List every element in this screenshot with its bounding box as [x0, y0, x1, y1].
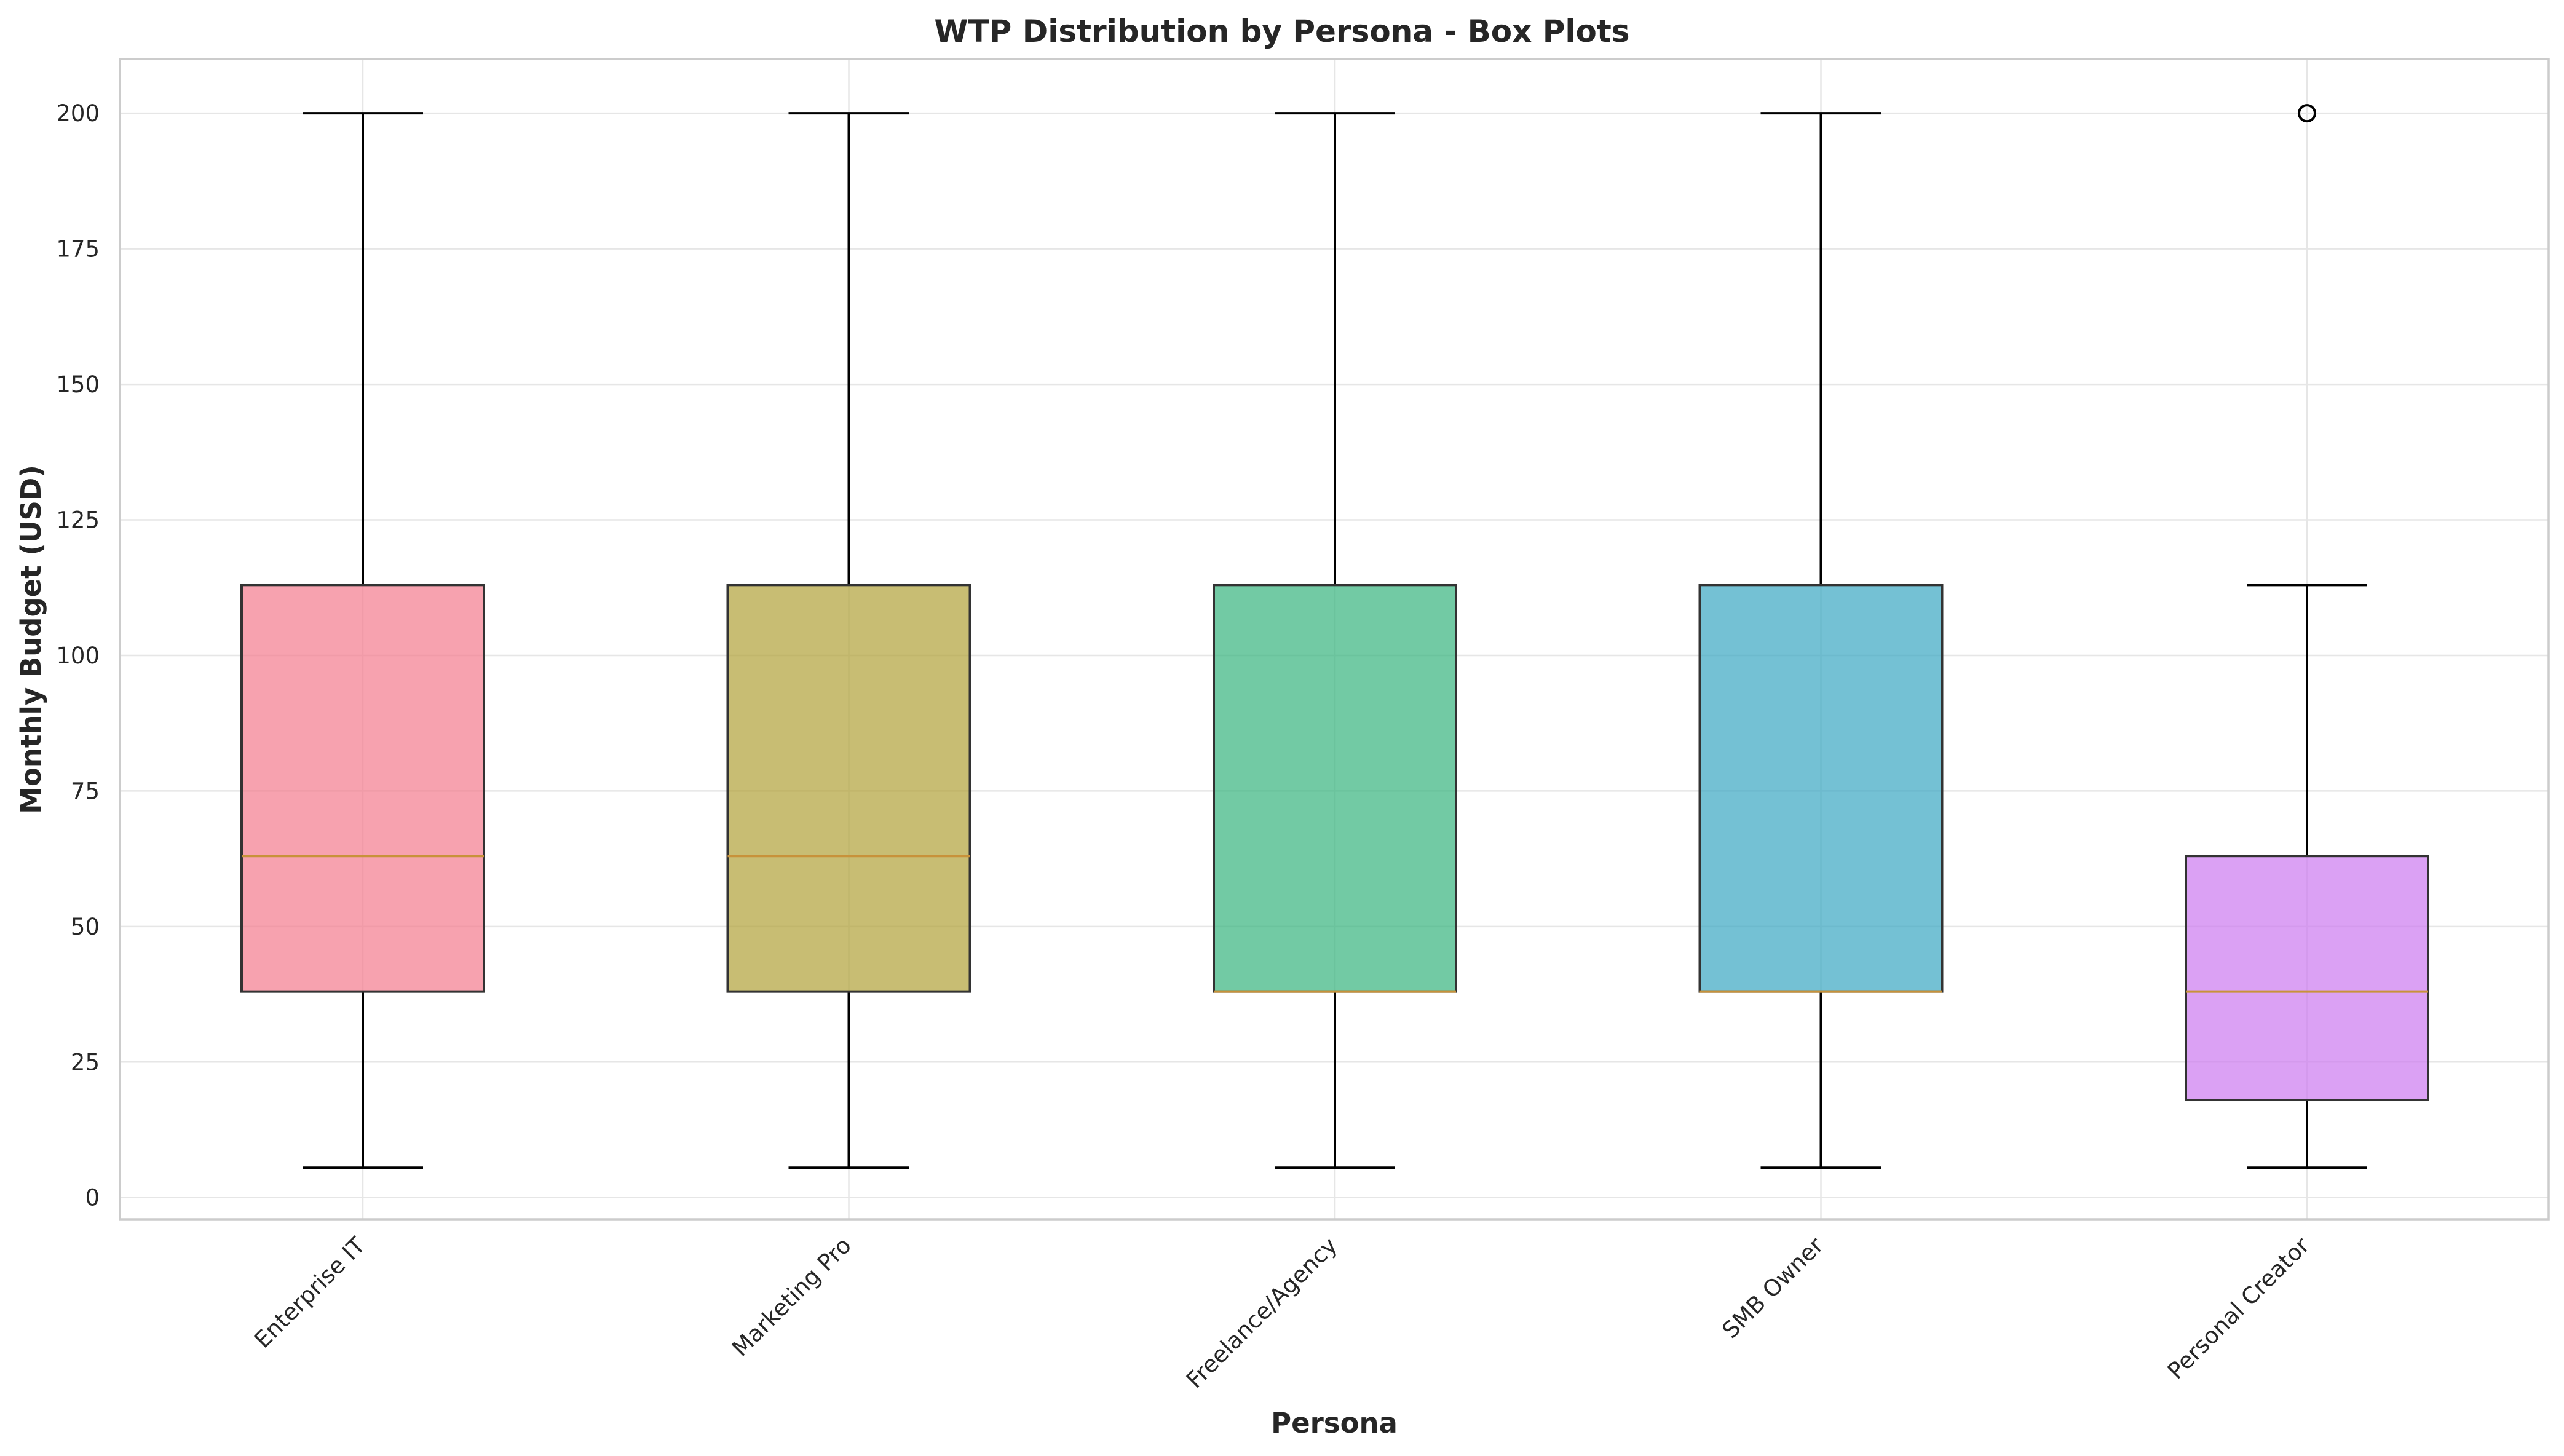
- box-group: [1213, 112, 1457, 1169]
- iqr-box: [240, 584, 485, 993]
- y-axis-label: Monthly Budget (USD): [15, 465, 47, 814]
- box-group: [240, 112, 485, 1169]
- y-tick-label: 50: [71, 914, 100, 940]
- x-axis-label: Persona: [1271, 1407, 1398, 1439]
- iqr-box: [1213, 584, 1457, 993]
- box-group: [726, 112, 971, 1169]
- x-tick-label: Personal Creator: [2162, 1232, 2315, 1384]
- iqr-box: [2185, 855, 2429, 1102]
- y-tick-label: 75: [71, 778, 100, 804]
- iqr-box: [726, 584, 971, 993]
- box-group: [2185, 104, 2429, 1169]
- boxes-layer: [240, 104, 2429, 1169]
- y-tick-label: 150: [56, 371, 100, 398]
- plot-frame: [119, 58, 2550, 1221]
- x-tick-label: Freelance/Agency: [1181, 1232, 1342, 1393]
- outlier-point: [2298, 104, 2316, 123]
- y-tick-label: 100: [56, 643, 100, 669]
- x-tick-label: Marketing Pro: [727, 1232, 857, 1362]
- y-tick-label: 175: [56, 236, 100, 263]
- y-tick-label: 200: [56, 100, 100, 127]
- x-tick-label: SMB Owner: [1717, 1232, 1829, 1343]
- y-tick-label: 125: [56, 507, 100, 534]
- box-group: [1698, 112, 1944, 1169]
- y-tick-labels: 0 25 50 75 100 125 150 175 200: [56, 100, 100, 1211]
- x-tick-label: Enterprise IT: [249, 1232, 370, 1353]
- chart-title: WTP Distribution by Persona - Box Plots: [934, 14, 1629, 49]
- x-tick-labels: Enterprise IT Marketing Pro Freelance/Agen…: [249, 1232, 2315, 1393]
- iqr-box: [1698, 584, 1944, 993]
- y-tick-label: 0: [85, 1185, 100, 1211]
- y-tick-label: 25: [71, 1049, 100, 1075]
